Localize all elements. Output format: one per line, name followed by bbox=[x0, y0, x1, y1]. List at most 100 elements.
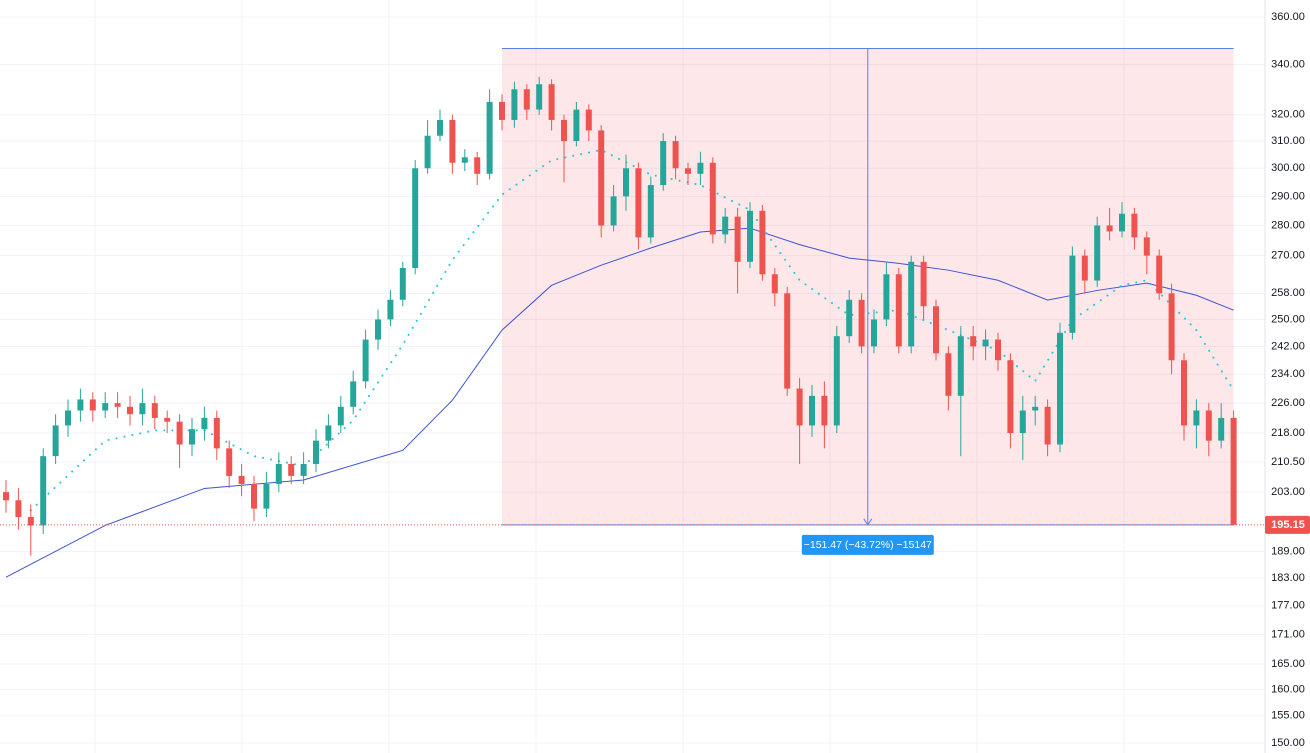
y-tick-label: 203.00 bbox=[1271, 486, 1305, 498]
candle-body bbox=[883, 274, 890, 320]
candle-body bbox=[114, 403, 121, 407]
candle-body bbox=[424, 135, 431, 169]
y-tick-label: 189.00 bbox=[1271, 545, 1305, 557]
candle-body bbox=[610, 196, 617, 226]
candle-body bbox=[523, 89, 530, 110]
candle-body bbox=[548, 84, 555, 120]
y-tick-label: 177.00 bbox=[1271, 600, 1305, 612]
y-tick-label: 280.00 bbox=[1271, 219, 1305, 231]
y-tick-label: 320.00 bbox=[1271, 109, 1305, 121]
candle-body bbox=[1057, 332, 1063, 445]
last-price-label: 195.15 bbox=[1271, 519, 1305, 531]
candle-body bbox=[1094, 225, 1101, 281]
candle-body bbox=[1156, 255, 1163, 294]
candle-body bbox=[1007, 360, 1014, 434]
candle-body bbox=[858, 299, 865, 347]
candle-body bbox=[982, 339, 989, 347]
candle-body bbox=[486, 101, 493, 174]
y-tick-label: 218.00 bbox=[1271, 427, 1305, 439]
candle-body bbox=[275, 464, 282, 484]
y-tick-label: 165.00 bbox=[1271, 658, 1305, 670]
candle-body bbox=[771, 274, 778, 294]
candle-body bbox=[1181, 360, 1187, 426]
y-tick-label: 360.00 bbox=[1271, 11, 1305, 23]
candle-body bbox=[127, 406, 133, 415]
candle-body bbox=[27, 516, 34, 526]
candle-body bbox=[1106, 225, 1113, 232]
last-price-bg bbox=[1265, 515, 1310, 534]
y-tick-label: 270.00 bbox=[1271, 250, 1305, 262]
candle-body bbox=[1044, 406, 1051, 445]
candle-body bbox=[871, 319, 877, 347]
y-tick-label: 258.00 bbox=[1271, 287, 1305, 299]
candle-body bbox=[511, 89, 518, 120]
measure-label-bg bbox=[801, 534, 934, 555]
candle-body bbox=[412, 168, 419, 269]
candle-body bbox=[362, 339, 369, 382]
candle-body bbox=[1143, 237, 1150, 256]
candle-body bbox=[697, 162, 704, 174]
candle-body bbox=[747, 210, 753, 262]
y-tick-label: 150.00 bbox=[1271, 737, 1305, 749]
candle-body bbox=[176, 421, 183, 445]
y-tick-label: 242.00 bbox=[1271, 340, 1305, 352]
y-tick-label: 234.00 bbox=[1271, 368, 1305, 380]
y-tick-label: 290.00 bbox=[1271, 190, 1305, 202]
candle-body bbox=[102, 403, 109, 411]
candle-body bbox=[189, 429, 195, 445]
candle-body bbox=[1218, 417, 1225, 441]
candle-body bbox=[325, 425, 332, 441]
candle-body bbox=[945, 353, 952, 396]
y-tick-label: 226.00 bbox=[1271, 397, 1305, 409]
y-tick-label: 250.00 bbox=[1271, 313, 1305, 325]
candle-body bbox=[151, 403, 158, 418]
candle-body bbox=[89, 399, 96, 411]
candle-body bbox=[1193, 410, 1200, 426]
candle-body bbox=[226, 448, 233, 476]
candle-body bbox=[759, 210, 766, 275]
candle-body bbox=[313, 440, 319, 465]
candle-body bbox=[52, 425, 59, 457]
y-tick-label: 155.00 bbox=[1271, 710, 1305, 722]
candle-body bbox=[722, 216, 729, 235]
candle-body bbox=[647, 185, 654, 238]
candle-body bbox=[201, 417, 208, 430]
y-tick-label: 340.00 bbox=[1271, 58, 1305, 70]
candle-body bbox=[784, 293, 791, 389]
y-tick-label: 300.00 bbox=[1271, 162, 1305, 174]
y-tick-label: 183.00 bbox=[1271, 572, 1305, 584]
candle-body bbox=[895, 274, 902, 347]
candle-body bbox=[920, 261, 927, 307]
candle-body bbox=[350, 381, 357, 407]
candle-body bbox=[734, 216, 741, 262]
candle-body bbox=[970, 336, 977, 347]
candle-body bbox=[536, 84, 543, 110]
candle-body bbox=[660, 141, 667, 186]
candle-body bbox=[461, 157, 468, 163]
candle-body bbox=[288, 464, 295, 476]
candle-body bbox=[1119, 213, 1125, 232]
candle-body bbox=[933, 306, 939, 354]
candle-body bbox=[77, 399, 84, 411]
candle-body bbox=[672, 141, 679, 169]
y-tick-label: 210.50 bbox=[1271, 456, 1305, 468]
candle-body bbox=[1032, 406, 1039, 411]
y-tick-label: 171.00 bbox=[1271, 628, 1305, 640]
candle-body bbox=[635, 168, 642, 238]
candle-body bbox=[238, 475, 245, 484]
candle-body bbox=[474, 157, 481, 174]
candle-body bbox=[399, 268, 406, 300]
candle-body bbox=[957, 336, 964, 396]
candle-body bbox=[251, 483, 257, 509]
candle-body bbox=[300, 464, 307, 476]
candle-body bbox=[995, 339, 1001, 361]
candle-body bbox=[585, 109, 592, 131]
candle-body bbox=[573, 109, 580, 142]
candle-body bbox=[809, 395, 815, 426]
candle-body bbox=[449, 119, 456, 163]
candle-body bbox=[796, 388, 803, 426]
candle-body bbox=[164, 417, 171, 422]
candle-body bbox=[337, 406, 344, 426]
candle-body bbox=[437, 119, 443, 136]
